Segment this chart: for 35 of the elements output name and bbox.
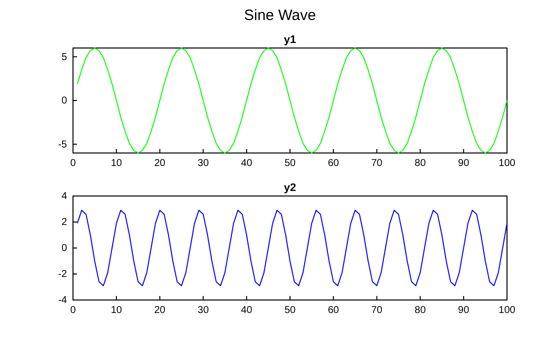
x-tick-label: 50 bbox=[284, 158, 296, 170]
x-tick-label: 20 bbox=[154, 305, 166, 316]
chart-title: Sine Wave bbox=[244, 7, 316, 24]
x-tick-label: 60 bbox=[328, 158, 340, 170]
x-tick-label: 40 bbox=[241, 305, 253, 316]
y-tick-label: 0 bbox=[61, 243, 68, 254]
x-tick-label: 80 bbox=[414, 305, 426, 316]
x-tick-label: 10 bbox=[110, 158, 122, 170]
y-tick-label: 5 bbox=[61, 52, 68, 63]
x-tick-label: 30 bbox=[198, 305, 210, 316]
x-tick-label: 20 bbox=[154, 158, 166, 170]
y-tick-label: -5 bbox=[58, 139, 68, 150]
x-tick-label: 70 bbox=[371, 158, 383, 170]
x-tick-label: 10 bbox=[110, 305, 122, 316]
y-tick-label: 4 bbox=[61, 191, 68, 202]
y-tick-label: 0 bbox=[61, 96, 68, 107]
x-tick-label: 30 bbox=[198, 158, 210, 170]
y-tick-label: -2 bbox=[58, 269, 68, 280]
y-tick-label: -4 bbox=[58, 295, 68, 306]
x-tick-label: 40 bbox=[241, 158, 253, 170]
y-tick-label: 2 bbox=[61, 217, 68, 228]
chart-subtitle: y1 bbox=[284, 34, 296, 46]
x-tick-label: 60 bbox=[328, 305, 340, 316]
x-tick-label: 70 bbox=[371, 305, 383, 316]
x-tick-label: 100 bbox=[498, 158, 516, 170]
x-tick-label: 50 bbox=[284, 305, 296, 316]
x-tick-label: 100 bbox=[498, 305, 516, 316]
chart-title: y2 bbox=[284, 182, 296, 194]
line-series bbox=[76, 48, 508, 154]
x-tick-label: 0 bbox=[70, 158, 76, 170]
line-series bbox=[76, 210, 508, 286]
x-tick-label: 0 bbox=[70, 305, 76, 316]
x-tick-label: 80 bbox=[414, 158, 426, 170]
x-tick-label: 90 bbox=[458, 158, 470, 170]
x-tick-label: 90 bbox=[458, 305, 470, 316]
